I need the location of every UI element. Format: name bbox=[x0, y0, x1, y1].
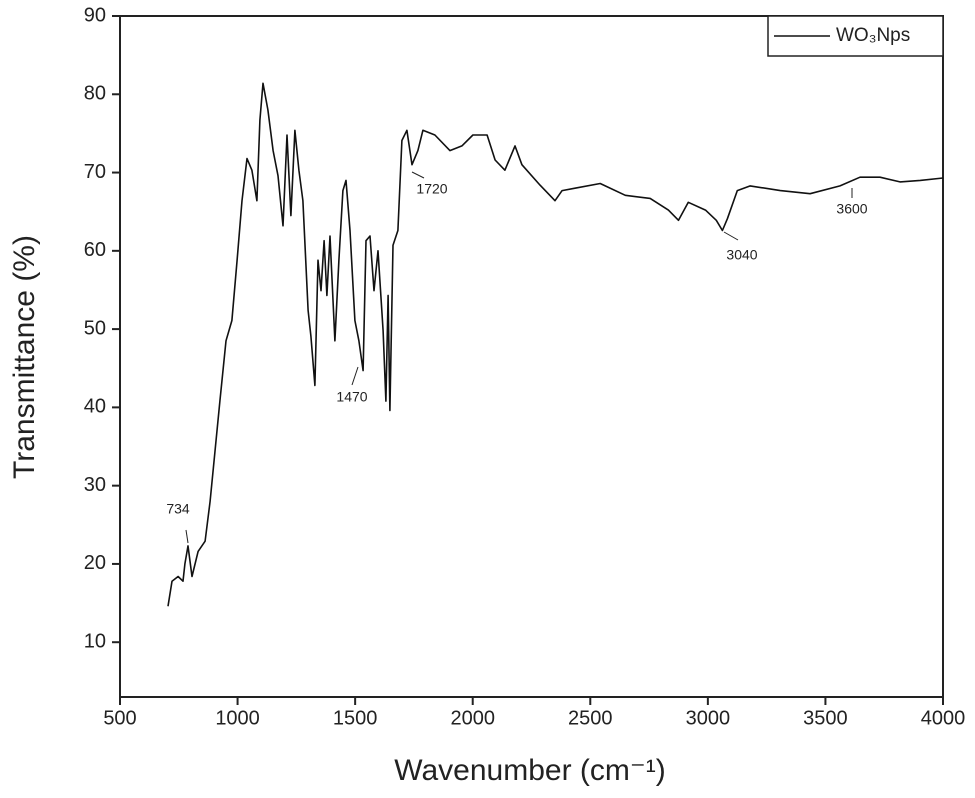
x-tick-label: 4000 bbox=[921, 707, 966, 729]
x-tick-label: 1000 bbox=[215, 707, 260, 729]
annotation: 1470 bbox=[336, 389, 367, 405]
x-tick-label: 2000 bbox=[450, 707, 495, 729]
x-axis-label: Wavenumber (cm⁻¹) bbox=[394, 754, 665, 787]
annotation: 3040 bbox=[726, 247, 757, 263]
legend-box bbox=[767, 15, 944, 57]
x-tick-label: 3500 bbox=[803, 707, 848, 729]
y-tick-label: 60 bbox=[84, 239, 106, 261]
annotation: 1720 bbox=[416, 181, 447, 197]
legend-label: WO₃Nps bbox=[836, 25, 910, 46]
y-tick-label: 20 bbox=[84, 552, 106, 574]
y-tick-label: 50 bbox=[84, 317, 106, 339]
y-tick-label: 90 bbox=[84, 4, 106, 26]
annotation-leader bbox=[411, 171, 425, 179]
plot-frame bbox=[119, 15, 944, 698]
annotation: 734 bbox=[166, 501, 190, 517]
y-tick-label: 10 bbox=[84, 630, 106, 652]
y-tick-label: 30 bbox=[84, 474, 106, 496]
x-tick-label: 2500 bbox=[568, 707, 613, 729]
annotation-leader bbox=[185, 529, 189, 544]
y-tick-label: 70 bbox=[84, 161, 106, 183]
y-axis-label: Transmittance (%) bbox=[8, 235, 41, 479]
x-tick-label: 500 bbox=[103, 707, 136, 729]
annotation: 3600 bbox=[836, 201, 867, 217]
x-tick-label: 1500 bbox=[333, 707, 378, 729]
annotation-leader bbox=[351, 366, 359, 386]
x-tick-label: 3000 bbox=[686, 707, 731, 729]
annotation-leader bbox=[723, 231, 739, 241]
y-tick-label: 80 bbox=[84, 83, 106, 105]
data-line bbox=[167, 82, 944, 607]
y-tick-label: 40 bbox=[84, 396, 106, 418]
